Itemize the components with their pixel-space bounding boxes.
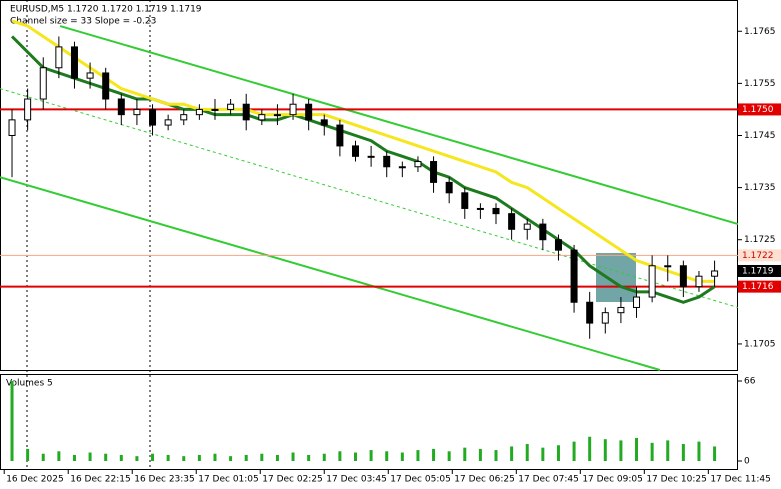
volume-tick-label: 66 (744, 377, 756, 387)
level-label: 1.1719 (742, 266, 774, 276)
candle-body (523, 223, 531, 230)
channel-line (59, 25, 739, 226)
level-tag (738, 280, 781, 293)
level-tag (738, 264, 781, 277)
level-label: 1.1716 (742, 282, 774, 292)
candle-body (242, 103, 250, 121)
candle-body (24, 98, 32, 121)
volume-panel (0, 374, 738, 470)
x-tick-label: 17 Dec 05:05 (390, 475, 451, 485)
candle-body (633, 296, 641, 308)
candle-body (273, 114, 281, 117)
candle-body (133, 108, 141, 116)
candle-body (586, 301, 594, 324)
y-tick-label: 1.1745 (744, 131, 776, 141)
candle-body (711, 270, 719, 277)
candle-body (70, 46, 78, 79)
candle-body (664, 265, 672, 268)
y-tick-label: 1.1735 (744, 183, 776, 193)
channel-line (0, 88, 739, 308)
candle-body (211, 108, 219, 111)
volume-tick-label: 0 (744, 457, 750, 467)
candle-body (648, 265, 656, 298)
candle-body (398, 166, 406, 169)
candle-body (383, 155, 391, 168)
level-label: 1.1722 (742, 251, 774, 261)
candle-body (508, 213, 516, 230)
y-tick-label: 1.1705 (744, 339, 776, 349)
x-tick-label: 17 Dec 01:05 (198, 475, 259, 485)
candle-body (149, 108, 157, 126)
candle-body (102, 72, 110, 100)
moving-average (10, 35, 716, 304)
x-tick-label: 17 Dec 03:45 (326, 475, 387, 485)
candle-body (695, 275, 703, 288)
candle-body (570, 249, 578, 303)
candle-body (367, 155, 375, 158)
price-panel (0, 0, 738, 371)
y-tick-label: 1.1725 (744, 235, 776, 245)
candle-body (289, 103, 297, 116)
candle-body (351, 145, 359, 157)
candle-body (554, 239, 562, 251)
candle-body (461, 192, 469, 209)
channel-info: Channel size = 33 Slope = -0.23 (10, 17, 156, 27)
candle-body (601, 312, 609, 324)
candle-body (336, 124, 344, 147)
candle-body (305, 103, 313, 121)
candle-body (679, 265, 687, 288)
x-tick-label: 17 Dec 06:25 (454, 475, 515, 485)
y-tick-label: 1.1765 (744, 27, 776, 37)
x-tick-label: 16 Dec 23:35 (134, 475, 195, 485)
x-tick-label: 17 Dec 07:45 (518, 475, 579, 485)
symbol-info: EURUSD,M5 1.1720 1.1720 1.1719 1.1719 (10, 5, 202, 15)
candle-body (86, 72, 94, 79)
x-tick-label: 16 Dec 2025 (6, 475, 64, 485)
x-tick-label: 17 Dec 11:45 (710, 475, 771, 485)
candle-body (227, 103, 235, 110)
candle-body (476, 207, 484, 210)
trade-box (596, 253, 636, 302)
x-tick-label: 17 Dec 10:25 (646, 475, 707, 485)
candle-body (320, 119, 328, 126)
volume-title: Volumes 5 (6, 379, 53, 389)
candle-body (492, 207, 500, 215)
candle-body (414, 161, 422, 168)
level-tag (738, 103, 781, 116)
moving-average (11, 19, 715, 283)
candle-body (617, 306, 625, 314)
candle-body (195, 108, 203, 116)
y-tick-label: 1.1755 (744, 79, 776, 89)
candle-body (117, 98, 125, 116)
candle-body (430, 161, 438, 183)
candle-body (39, 67, 47, 100)
candle-body (445, 181, 453, 194)
candle-body (258, 114, 266, 121)
level-tag (738, 249, 781, 262)
candle-body (164, 119, 172, 126)
x-tick-label: 17 Dec 02:25 (262, 475, 323, 485)
channel-line (0, 176, 661, 371)
candle-body (8, 119, 16, 136)
x-tick-label: 17 Dec 09:05 (582, 475, 643, 485)
candle-body (539, 223, 547, 241)
candle-body (180, 114, 188, 121)
candle-body (55, 46, 63, 69)
level-label: 1.1750 (742, 105, 774, 115)
x-tick-label: 16 Dec 22:15 (70, 475, 131, 485)
